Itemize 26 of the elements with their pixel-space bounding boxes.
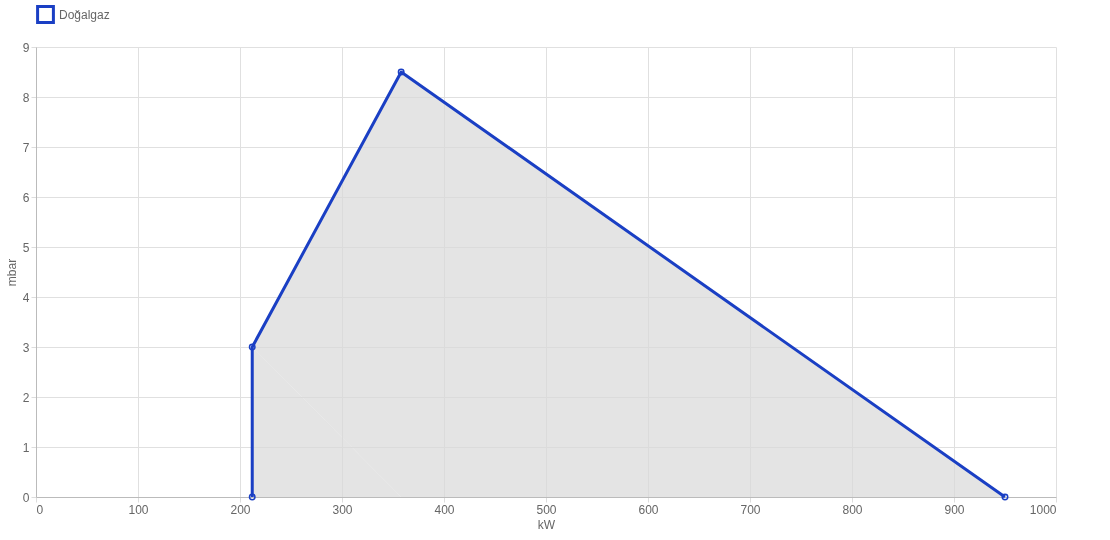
- x-tick-label: 200: [230, 502, 251, 517]
- y-tick-label: 5: [22, 240, 30, 255]
- y-axis-title: mbar: [4, 258, 19, 287]
- point: [397, 68, 405, 76]
- x-axis-title: kW: [537, 517, 556, 532]
- y-tick-label: 0: [22, 490, 30, 505]
- y-tick-label: 1: [22, 440, 30, 455]
- x-tick-label: 400: [434, 502, 455, 517]
- x-tick-label: 800: [842, 502, 863, 517]
- y-tick-label: 8: [22, 90, 30, 105]
- x-tick-label: 100: [128, 502, 149, 517]
- y-tick-label: 3: [22, 340, 30, 355]
- y-tick-label: 2: [22, 390, 30, 405]
- x-tick-label: 700: [740, 502, 761, 517]
- x-tick-label: 300: [332, 502, 353, 517]
- y-tick-label: 4: [22, 290, 30, 305]
- x-tick-label: 500: [536, 502, 557, 517]
- point: [1001, 493, 1009, 501]
- y-tick-label: 6: [22, 190, 30, 205]
- x-tick-label: 0: [36, 502, 44, 517]
- y-tick-label: 7: [22, 140, 30, 155]
- y-tick-label: 9: [22, 40, 30, 55]
- legend-label: Doğalgaz: [59, 7, 110, 22]
- x-tick-label: 600: [638, 502, 659, 517]
- x-tick-label: 1000: [1029, 502, 1057, 517]
- x-tick-label: 900: [944, 502, 965, 517]
